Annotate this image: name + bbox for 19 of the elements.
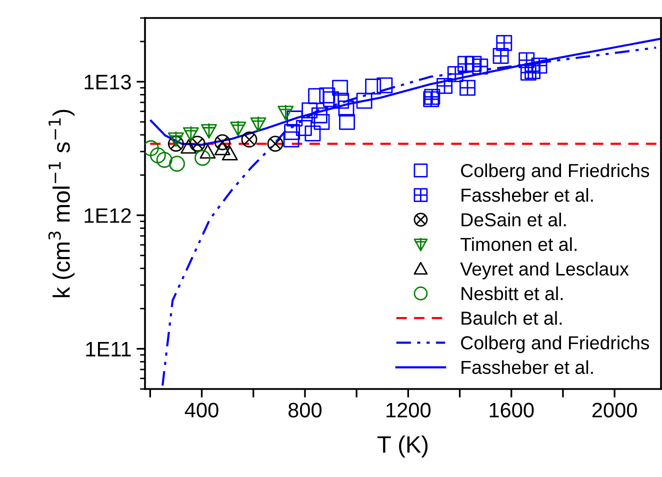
- x-tick-label: 400: [184, 402, 218, 418]
- legend-label: DeSain et al.: [462, 212, 566, 226]
- legend-label: Baulch et al.: [462, 311, 562, 325]
- legend-label: Colberg and Friedrichs: [461, 336, 650, 354]
- legend-label: Colberg and Friedrichs: [461, 163, 650, 181]
- x-tick-label: 800: [288, 402, 322, 418]
- x-tick-label: 1200: [386, 402, 431, 418]
- x-axis-title: T (K): [378, 436, 428, 458]
- y-axis-title: k (cm$^{3}$ mol$^{−1}$ s$^{−1}$): [48, 110, 75, 298]
- legend-label: Fassheber et al.: [462, 188, 593, 202]
- legend-label: Fassheber et al.: [462, 360, 593, 374]
- legend-label: Veyret and Lesclaux: [460, 262, 629, 280]
- legend-label: Nesbitt et al.: [462, 286, 563, 300]
- y-tick-label: 1E11: [86, 342, 131, 356]
- y-tick-label: 1E13: [84, 74, 131, 90]
- x-tick-label: 1600: [490, 402, 534, 418]
- y-tick-label: 1E12: [84, 208, 131, 223]
- x-tick-label: 2000: [592, 402, 637, 418]
- legend-label: Timonen et al.: [460, 237, 576, 252]
